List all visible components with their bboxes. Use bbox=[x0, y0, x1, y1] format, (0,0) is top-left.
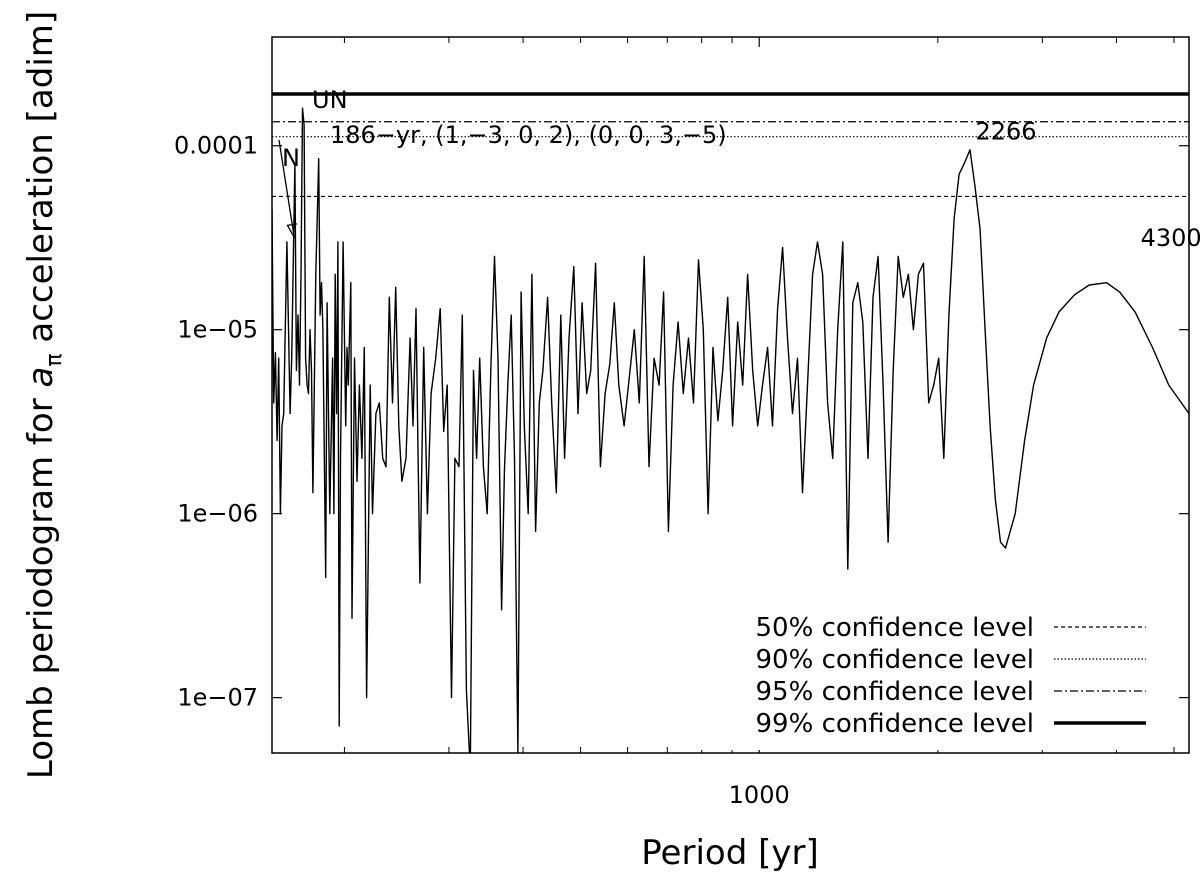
annotation-186yr: 186−yr, (1,−3, 0, 2), (0, 0, 3,−5) bbox=[330, 121, 727, 149]
annotation-n-arrow bbox=[278, 139, 295, 238]
x-tick-label-0: 1000 bbox=[729, 781, 790, 809]
x-axis-title: Period [yr] bbox=[641, 833, 818, 873]
y-tick-label-2: 1e−06 bbox=[177, 500, 258, 528]
y-axis-title-prefix: Lomb periodogram for bbox=[21, 388, 61, 780]
y-tick-label-3: 1e−07 bbox=[177, 684, 258, 712]
series-layer bbox=[272, 107, 1189, 753]
annotation-n-arrowhead bbox=[286, 223, 298, 238]
legend-label-1: 90% confidence level bbox=[756, 645, 1034, 675]
y-axis-title-suffix: acceleration [adim] bbox=[21, 11, 61, 354]
annotation-4300: 4300 bbox=[1141, 224, 1200, 252]
legend-background bbox=[700, 600, 1170, 750]
legend-label-0: 50% confidence level bbox=[756, 613, 1034, 643]
legend-label-2: 95% confidence level bbox=[756, 677, 1034, 707]
legend-label-3: 99% confidence level bbox=[756, 709, 1034, 739]
y-axis-title: Lomb periodogram for aπ acceleration [ad… bbox=[21, 11, 67, 779]
annotation-un: UN bbox=[312, 86, 348, 114]
series-line-0 bbox=[272, 107, 1189, 753]
annotation-2266: 2266 bbox=[975, 117, 1036, 145]
confidence-lines bbox=[272, 92, 1189, 198]
y-axis-title-variable: a bbox=[21, 367, 61, 388]
y-axis-title-subscript: π bbox=[42, 353, 67, 366]
plot-frame bbox=[271, 36, 1190, 754]
annotation-n: N bbox=[282, 144, 300, 172]
y-tick-label-0: 0.0001 bbox=[174, 132, 258, 160]
annotations: UN N 186−yr, (1,−3, 0, 2), (0, 0, 3,−5) 0.0… bbox=[174, 86, 1200, 252]
axis-ticks: 1e−05 1e−06 1e−07 1000 bbox=[177, 37, 1189, 809]
y-tick-label-1: 1e−05 bbox=[177, 316, 258, 344]
